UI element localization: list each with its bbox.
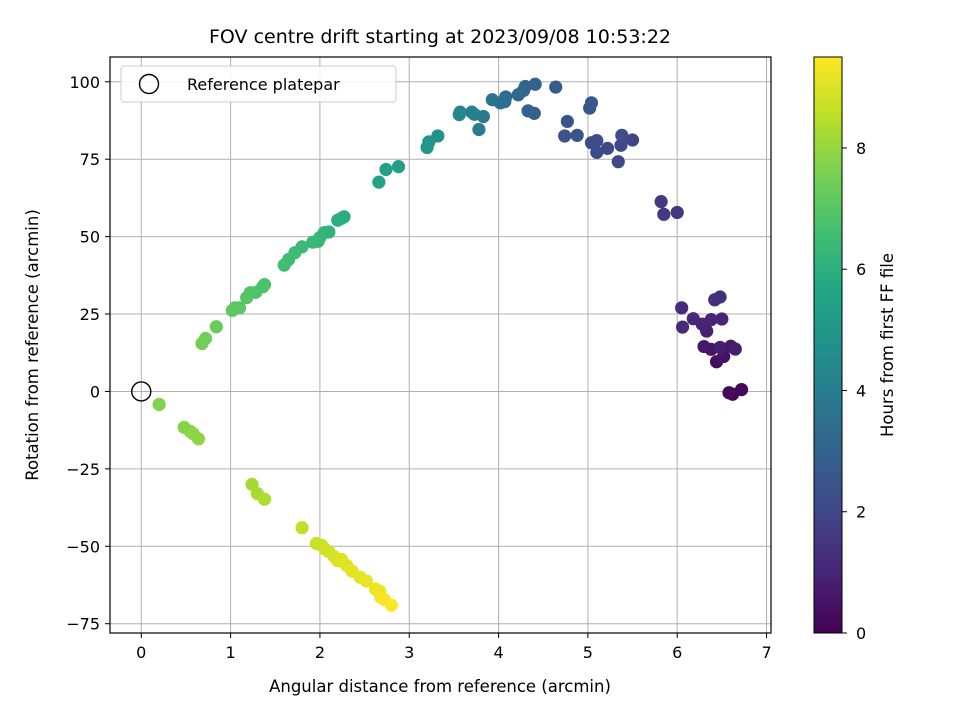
y-axis-label: Rotation from reference (arcmin) [23,209,42,481]
data-point [225,303,239,317]
data-point [209,320,223,334]
reference-platepar-marker [131,381,152,402]
data-point [611,155,625,169]
data-point [600,141,615,155]
data-point [590,145,604,159]
data-point [584,96,599,110]
x-tick-label: 4 [493,643,503,662]
data-point [379,162,393,177]
data-point [306,235,320,249]
data-point [670,205,684,220]
data-point [240,291,254,305]
data-point [584,136,599,150]
colorbar-tick-label: 2 [856,503,866,522]
data-point [614,138,628,152]
data-point [560,114,574,129]
data-point [452,108,466,122]
data-point [615,128,629,142]
legend-box [120,65,397,103]
data-point [384,598,398,612]
data-point [334,211,348,225]
data-point [191,432,206,446]
data-point [704,313,718,327]
colorbar-ticks: 0 2 4 6 8 [842,139,866,643]
data-point [675,320,690,334]
x-tick-label: 6 [672,643,682,662]
data-point [715,312,729,326]
colorbar: 0 2 4 6 8 Hours from first FF file [813,56,897,643]
data-point [420,140,434,155]
y-tick-label: −25 [66,460,100,479]
data-point [528,77,542,91]
colorbar-tick-label: 8 [856,139,866,158]
data-point [654,195,668,209]
y-tick-label: 100 [69,73,100,92]
y-tick-label: 25 [80,305,100,324]
y-tick-label: 0 [90,382,100,401]
y-tick-label: −75 [66,615,100,634]
colorbar-tick-label: 6 [856,260,866,279]
x-axis-ticks: 0 1 2 3 4 5 6 7 [136,633,772,662]
data-point [625,133,640,147]
data-point [195,336,209,351]
y-tick-label: 75 [80,150,100,169]
y-tick-label: 50 [80,228,100,247]
data-point [728,342,742,356]
data-point [359,574,373,588]
colorbar-gradient [813,56,843,634]
legend-marker-icon [138,73,160,95]
x-tick-label: 5 [583,643,593,662]
data-points [152,77,749,612]
colorbar-tick-label: 0 [856,624,866,643]
legend: Reference platepar [120,65,397,103]
data-point [713,340,727,355]
data-point [713,290,727,304]
data-point [485,93,499,107]
data-point [570,128,584,142]
x-axis-label: Angular distance from reference (arcmin) [269,677,611,696]
data-point [472,122,486,137]
x-tick-label: 7 [761,643,771,662]
y-tick-label: −50 [66,537,100,556]
grid-lines [110,57,771,633]
data-point [152,397,166,412]
data-point [511,88,525,102]
data-point [257,492,272,506]
data-point [657,207,671,221]
data-point [549,80,563,94]
data-point [277,258,291,272]
data-point [558,129,572,143]
chart-title: FOV centre drift starting at 2023/09/08 … [209,26,671,48]
x-tick-label: 1 [225,643,235,662]
data-point [391,160,406,174]
data-point [734,382,749,397]
reference-marker-group [131,381,152,402]
colorbar-label: Hours from first FF file [878,253,897,437]
data-point [686,312,700,326]
data-point [697,339,711,354]
x-tick-label: 2 [315,643,325,662]
legend-entry: Reference platepar [187,75,340,94]
colorbar-tick-label: 4 [856,381,866,400]
y-axis-ticks: −75 −50 −25 0 25 50 75 100 [66,73,110,634]
data-point [372,175,386,189]
data-point [675,301,689,315]
data-point [722,386,736,400]
data-point [295,521,309,535]
data-point [521,104,535,118]
x-tick-label: 0 [136,643,146,662]
data-point [465,105,479,119]
plot-frame [109,56,772,634]
x-tick-label: 3 [404,643,414,662]
